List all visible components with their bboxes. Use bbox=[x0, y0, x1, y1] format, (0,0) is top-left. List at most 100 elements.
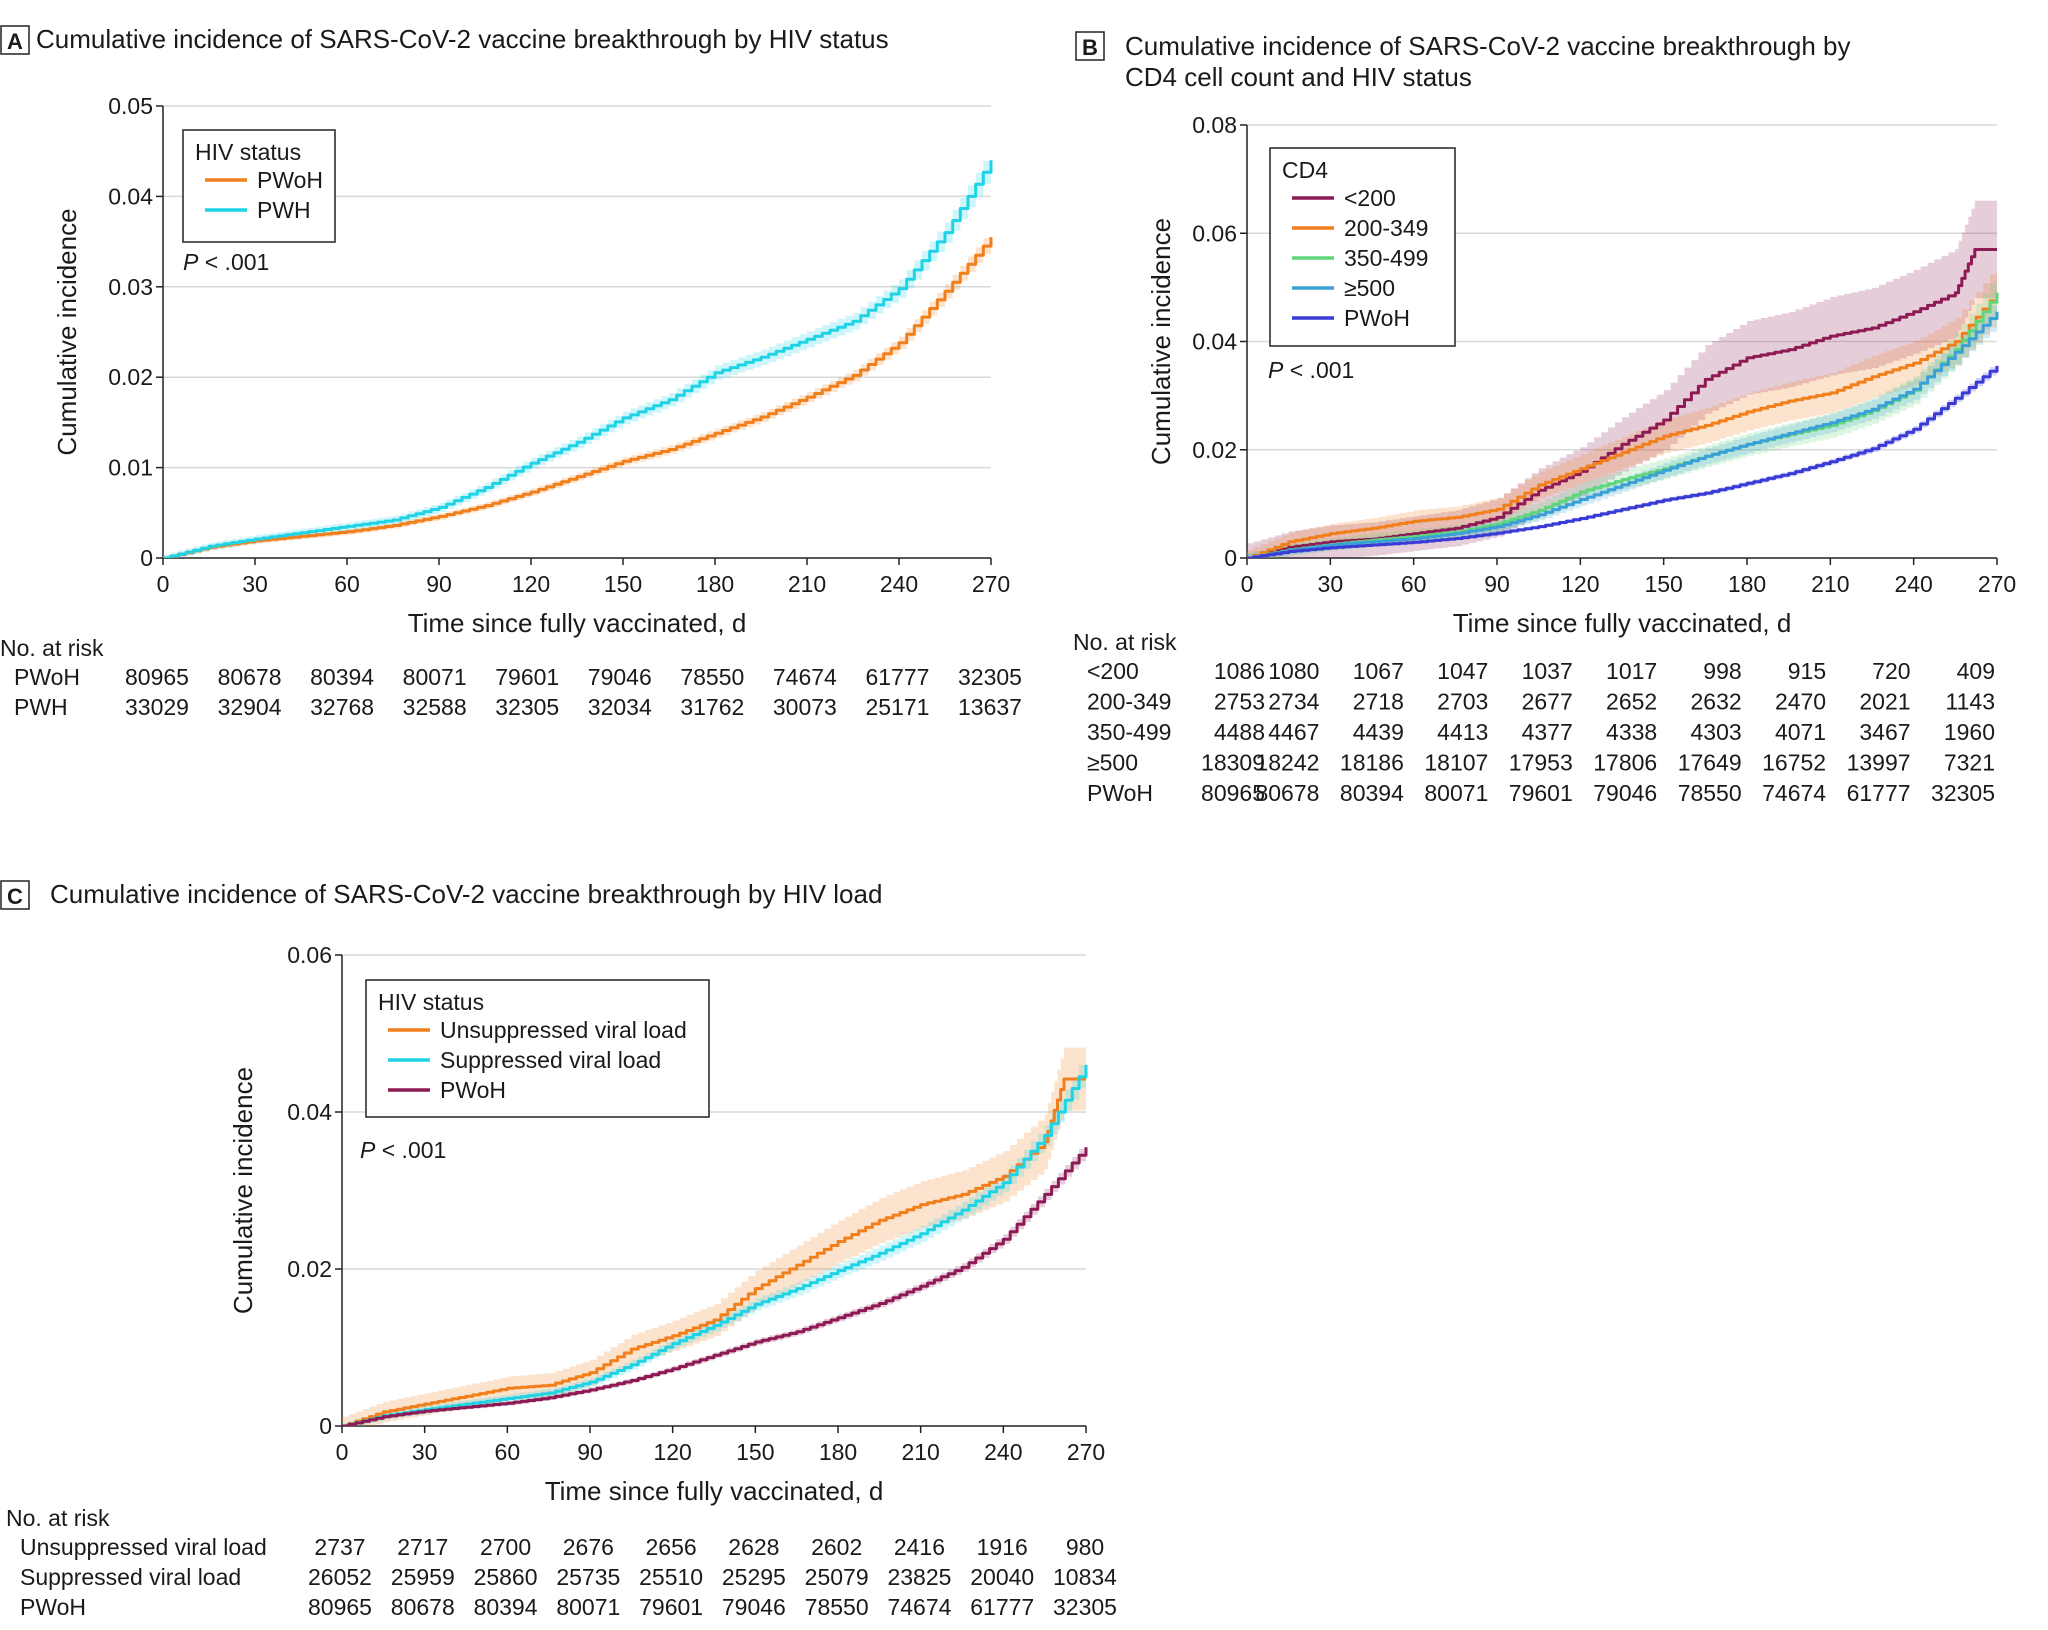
risk-cell: 17806 bbox=[1593, 750, 1657, 776]
risk-row-label: Unsuppressed viral load bbox=[20, 1534, 267, 1560]
x-tick-label: 210 bbox=[788, 571, 826, 597]
panel-letter-box bbox=[1075, 31, 1105, 61]
risk-cell: 1086 bbox=[1214, 658, 1265, 684]
risk-cell: 2700 bbox=[480, 1534, 531, 1560]
risk-row-label: ≥500 bbox=[1087, 750, 1138, 776]
panel-title-line2: CD4 cell count and HIV status bbox=[1125, 62, 1472, 92]
risk-cell: 80965 bbox=[1201, 780, 1265, 806]
y-tick-label: 0.06 bbox=[287, 942, 332, 968]
x-tick-label: 30 bbox=[1318, 571, 1344, 597]
panel-letter: C bbox=[7, 884, 23, 909]
legend-title: HIV status bbox=[195, 139, 301, 165]
risk-cell: 26052 bbox=[308, 1564, 372, 1590]
legend-box bbox=[365, 979, 710, 1118]
x-tick-label: 60 bbox=[1401, 571, 1427, 597]
risk-cell: 61777 bbox=[1847, 780, 1911, 806]
ci-band-0 bbox=[163, 228, 991, 558]
risk-cell: 80965 bbox=[308, 1594, 372, 1620]
risk-cell: 80965 bbox=[125, 664, 189, 690]
risk-cell: 4488 bbox=[1214, 719, 1265, 745]
legend-title: CD4 bbox=[1282, 157, 1328, 183]
x-tick-label: 240 bbox=[1894, 571, 1932, 597]
risk-cell: 30073 bbox=[773, 694, 837, 720]
risk-cell: 80071 bbox=[556, 1594, 620, 1620]
risk-cell: 25079 bbox=[805, 1564, 869, 1590]
risk-cell: 80071 bbox=[403, 664, 467, 690]
y-tick-label: 0.03 bbox=[108, 274, 153, 300]
x-tick-label: 60 bbox=[495, 1439, 521, 1465]
risk-cell: 18107 bbox=[1424, 750, 1488, 776]
x-tick-label: 150 bbox=[736, 1439, 774, 1465]
risk-cell: 79601 bbox=[1509, 780, 1573, 806]
ci-band-4 bbox=[1247, 361, 1997, 558]
risk-table-header: No. at risk bbox=[1073, 629, 1177, 655]
risk-cell: 17953 bbox=[1509, 750, 1573, 776]
x-tick-label: 0 bbox=[1241, 571, 1254, 597]
panel-letter: A bbox=[7, 29, 23, 54]
risk-cell: 61777 bbox=[865, 664, 929, 690]
p-value-rest: < .001 bbox=[198, 249, 269, 275]
x-tick-label: 120 bbox=[1561, 571, 1599, 597]
risk-cell: 32588 bbox=[403, 694, 467, 720]
risk-cell: 80678 bbox=[218, 664, 282, 690]
risk-cell: 13637 bbox=[958, 694, 1022, 720]
risk-cell: 2753 bbox=[1214, 689, 1265, 715]
y-tick-label: 0 bbox=[1224, 545, 1237, 571]
legend-label: 350-499 bbox=[1344, 245, 1428, 271]
panel-title: Cumulative incidence of SARS-CoV-2 vacci… bbox=[36, 24, 889, 54]
risk-cell: 2628 bbox=[728, 1534, 779, 1560]
risk-cell: 2717 bbox=[397, 1534, 448, 1560]
legend-label: Unsuppressed viral load bbox=[440, 1017, 687, 1043]
risk-cell: 1037 bbox=[1522, 658, 1573, 684]
panel-letter-box bbox=[0, 880, 30, 910]
legend-label: PWoH bbox=[440, 1077, 506, 1103]
ci-band-1 bbox=[1247, 265, 1997, 558]
x-tick-label: 90 bbox=[577, 1439, 603, 1465]
series-line-4 bbox=[1247, 365, 1999, 558]
risk-cell: 78550 bbox=[1678, 780, 1742, 806]
series-line-1 bbox=[1247, 292, 1999, 558]
x-tick-label: 0 bbox=[157, 571, 170, 597]
series-line-3 bbox=[1247, 311, 1999, 558]
risk-cell: 20040 bbox=[970, 1564, 1034, 1590]
legend-label: PWoH bbox=[257, 167, 323, 193]
y-tick-label: 0.01 bbox=[108, 455, 153, 481]
risk-cell: 74674 bbox=[1762, 780, 1826, 806]
x-tick-label: 150 bbox=[604, 571, 642, 597]
risk-cell: 32768 bbox=[310, 694, 374, 720]
risk-cell: 25171 bbox=[865, 694, 929, 720]
risk-cell: 2737 bbox=[314, 1534, 365, 1560]
risk-cell: 2602 bbox=[811, 1534, 862, 1560]
risk-cell: 2703 bbox=[1437, 689, 1488, 715]
risk-cell: 25510 bbox=[639, 1564, 703, 1590]
legend-title: HIV status bbox=[378, 989, 484, 1015]
risk-cell: 32305 bbox=[495, 694, 559, 720]
p-value-p: P bbox=[360, 1137, 376, 1163]
y-tick-label: 0.04 bbox=[1192, 329, 1237, 355]
risk-cell: 1916 bbox=[977, 1534, 1028, 1560]
y-tick-label: 0.02 bbox=[1192, 437, 1237, 463]
risk-cell: 4303 bbox=[1690, 719, 1741, 745]
risk-cell: 2718 bbox=[1353, 689, 1404, 715]
risk-cell: 80071 bbox=[1424, 780, 1488, 806]
risk-cell: 1143 bbox=[1946, 689, 1995, 715]
risk-cell: 2734 bbox=[1268, 689, 1319, 715]
p-value-p: P bbox=[183, 249, 199, 275]
y-axis-label: Cumulative incidence bbox=[52, 208, 82, 455]
risk-cell: 79601 bbox=[639, 1594, 703, 1620]
legend-label: <200 bbox=[1344, 185, 1396, 211]
x-tick-label: 90 bbox=[426, 571, 452, 597]
x-tick-label: 60 bbox=[334, 571, 360, 597]
risk-row-label: Suppressed viral load bbox=[20, 1564, 241, 1590]
x-tick-label: 240 bbox=[984, 1439, 1022, 1465]
x-tick-label: 120 bbox=[653, 1439, 691, 1465]
p-value-rest: < .001 bbox=[1283, 357, 1354, 383]
ci-band-2 bbox=[1247, 273, 1997, 558]
series-line-2 bbox=[342, 1147, 1088, 1426]
risk-cell: 1047 bbox=[1437, 658, 1488, 684]
risk-cell: 4071 bbox=[1775, 719, 1826, 745]
risk-cell: 80678 bbox=[391, 1594, 455, 1620]
x-tick-label: 240 bbox=[880, 571, 918, 597]
risk-cell: 23825 bbox=[887, 1564, 951, 1590]
